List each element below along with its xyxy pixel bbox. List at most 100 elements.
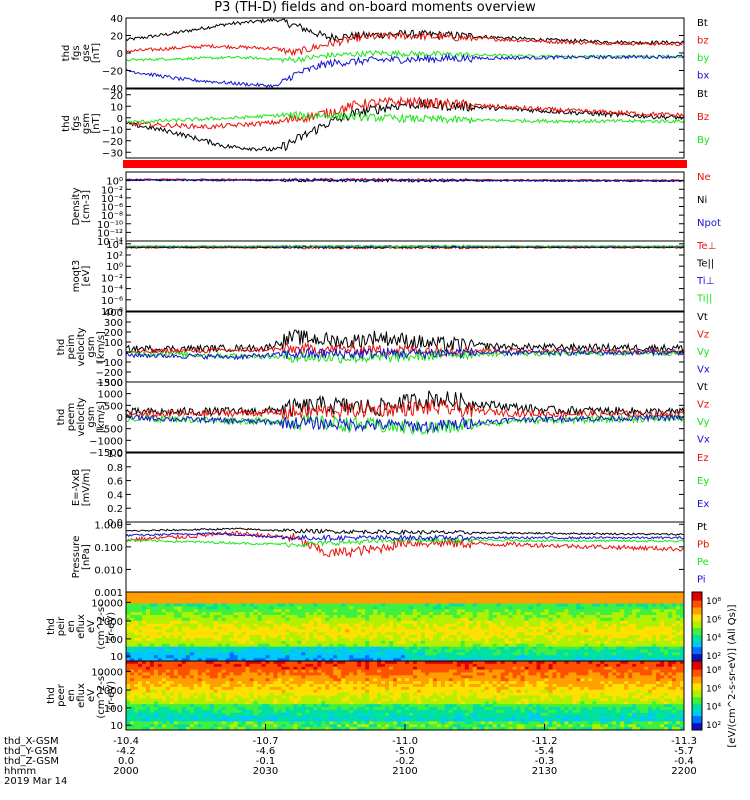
spectrogram-cell	[476, 603, 482, 607]
spectrogram-cell	[177, 701, 183, 705]
spectrogram-cell	[420, 617, 426, 622]
ylabel-line: thd	[61, 115, 72, 132]
spectrogram-cell	[357, 620, 362, 625]
spectrogram-cell	[225, 594, 231, 599]
spectrogram-cell	[173, 592, 179, 596]
spectrogram-cell	[492, 655, 498, 659]
spectrogram-cell	[672, 592, 677, 596]
spectrogram-cell	[289, 709, 294, 714]
legend-peim-velocity: Vy	[697, 347, 710, 358]
spectrogram-cell	[169, 609, 175, 613]
spectrogram-cell	[245, 649, 251, 653]
spectrogram-cell	[496, 597, 502, 602]
spectrogram-cell	[612, 620, 617, 625]
spectrogram-cell	[133, 626, 139, 630]
spectrogram-cell	[309, 698, 314, 702]
spectrogram-cell	[145, 592, 151, 596]
spectrogram-cell	[297, 672, 302, 676]
spectrogram-cell	[508, 638, 514, 642]
spectrogram-cell	[126, 721, 131, 725]
spectrogram-cell	[241, 597, 247, 602]
spectrogram-cell	[341, 689, 346, 694]
spectrogram-cell	[672, 629, 677, 633]
spectrogram-cell	[265, 617, 270, 622]
spectrogram-cell	[660, 594, 665, 599]
spectrogram-cell	[584, 638, 589, 642]
spectrogram-cell	[420, 629, 426, 633]
spectrogram-cell	[377, 612, 382, 616]
spectrogram-cell	[660, 629, 665, 633]
spectrogram-cell	[440, 606, 446, 610]
spectrogram-cell	[484, 643, 490, 648]
spectrogram-cell	[169, 594, 175, 599]
spectrogram-cell	[480, 609, 486, 613]
spectrogram-cell	[508, 617, 514, 622]
spectrogram-cell	[217, 600, 223, 604]
spectrogram-cell	[616, 629, 621, 633]
spectrogram-cell	[225, 629, 231, 633]
spectrogram-cell	[201, 692, 207, 696]
spectrogram-cell	[480, 635, 486, 639]
spectrogram-cell	[297, 658, 302, 662]
spectrogram-cell	[145, 698, 151, 702]
spectrogram-cell	[217, 698, 223, 702]
spectrogram-cell	[141, 701, 147, 705]
spectrogram-cell	[233, 689, 239, 694]
spectrogram-cell	[588, 606, 593, 610]
spectrogram-cell	[161, 594, 167, 599]
spectrogram-cell	[672, 609, 677, 613]
spectrogram-cell	[205, 712, 211, 717]
spectrogram-cell	[632, 643, 637, 648]
spectrogram-cell	[309, 695, 314, 699]
spectrogram-cell	[369, 615, 374, 619]
spectrogram-cell	[440, 629, 446, 633]
spectrogram-cell	[177, 638, 183, 642]
spectrogram-cell	[468, 652, 474, 656]
spectrogram-cell	[173, 715, 179, 719]
spectrogram-cell	[249, 640, 255, 645]
spectrogram-cell	[492, 594, 498, 599]
spectrogram-cell	[281, 597, 286, 602]
spectrogram-cell	[353, 646, 358, 650]
spectrogram-cell	[257, 643, 263, 648]
spectrogram-cell	[221, 655, 227, 659]
spectrogram-cell	[504, 615, 510, 619]
spectrogram-cell	[341, 661, 346, 665]
spectrogram-cell	[600, 592, 605, 596]
spectrogram-cell	[157, 609, 163, 613]
spectrogram-cell	[165, 681, 171, 685]
spectrogram-cell	[245, 727, 251, 731]
spectrogram-cell	[536, 597, 542, 602]
spectrogram-cell	[365, 626, 370, 630]
spectrogram-cell	[385, 649, 390, 653]
spectrogram-cell	[349, 615, 354, 619]
spectrogram-cell	[664, 612, 669, 616]
series-line-fgs-gsm-2	[125, 110, 685, 125]
spectrogram-cell	[285, 612, 290, 616]
spectrogram-cell	[436, 635, 442, 639]
spectrogram-cell	[225, 727, 231, 731]
spectrogram-cell	[580, 629, 585, 633]
spectrogram-cell	[229, 615, 235, 619]
spectrogram-cell	[444, 612, 450, 616]
spectrogram-cell	[149, 663, 155, 668]
spectrogram-cell	[468, 615, 474, 619]
spectrogram-cell	[169, 715, 175, 719]
spectrogram-cell	[476, 617, 482, 622]
spectrogram-cell	[217, 655, 223, 659]
spectrogram-cell	[357, 623, 362, 627]
spectrogram-cell	[496, 640, 502, 645]
spectrogram-cell	[301, 635, 306, 639]
spectrogram-cell	[416, 597, 422, 602]
spectrogram-cell	[397, 638, 402, 642]
spectrogram-cell	[373, 617, 378, 622]
spectrogram-cell	[269, 592, 274, 596]
spectrogram-cell	[377, 652, 382, 656]
spectrogram-cell	[656, 629, 661, 633]
spectrogram-cell	[213, 646, 219, 650]
spectrogram-cell	[217, 640, 223, 645]
spectrogram-cell	[325, 617, 330, 622]
spectrogram-cell	[313, 632, 318, 636]
spectrogram-cell	[129, 640, 135, 645]
spectrogram-cell	[281, 686, 286, 691]
